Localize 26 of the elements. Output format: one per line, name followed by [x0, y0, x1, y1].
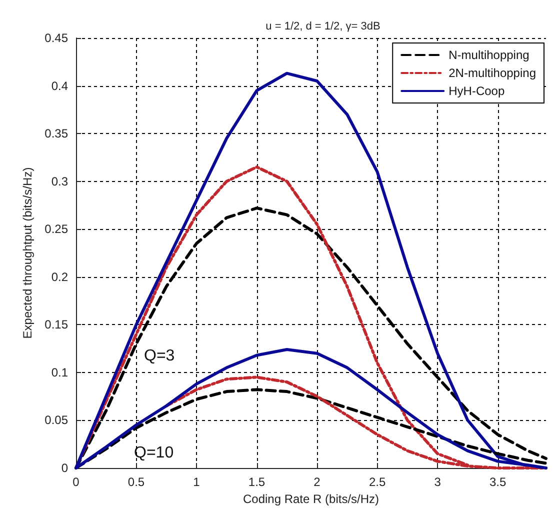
x-tick-label: 2.5: [368, 475, 386, 489]
annotation: Q=10: [134, 444, 174, 462]
y-tick-label: 0.35: [44, 126, 68, 141]
y-tick-label: 0.05: [44, 413, 68, 428]
x-tick-label: 1: [193, 475, 200, 489]
y-tick-label: 0.45: [44, 31, 68, 45]
y-axis-title: Expected throughtput (bits/s/Hz): [20, 167, 35, 339]
y-tick-label: 0.1: [51, 365, 68, 380]
y-tick-label: 0.3: [51, 174, 68, 188]
legend-label: N-multihopping: [448, 48, 530, 62]
x-tick-label: 1.5: [248, 475, 266, 489]
x-tick-label: 3: [434, 475, 442, 489]
y-tick-label: 0.4: [51, 78, 68, 93]
legend-label: HyH-Coop: [448, 84, 505, 98]
y-tick-label: 0.25: [44, 222, 68, 236]
annotation: Q=3: [144, 348, 175, 364]
y-tick-label: 0.2: [51, 270, 68, 284]
legend-label: 2N-multihopping: [448, 66, 536, 80]
x-tick-label: 0.5: [128, 475, 145, 489]
x-tick-label: 2: [314, 475, 321, 489]
y-tick-label: 0.15: [44, 318, 68, 332]
x-tick-label: 3.5: [489, 475, 506, 489]
x-tick-label: 0: [72, 475, 80, 489]
chart-title: u = 1/2, d = 1/2, γ= 3dB: [266, 20, 380, 32]
y-tick-label: 0: [61, 461, 68, 475]
x-axis-title: Coding Rate R (bits/s/Hz): [242, 492, 380, 506]
